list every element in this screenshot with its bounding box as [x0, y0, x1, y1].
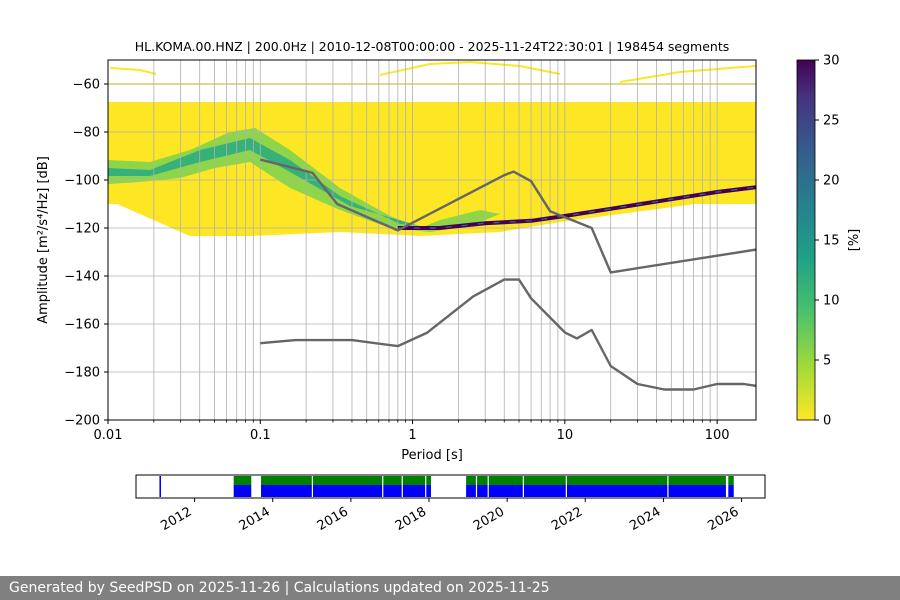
- coverage-gap: [487, 476, 489, 497]
- colorbar-tick-label: 30: [823, 54, 840, 69]
- colorbar-tick-label: 15: [823, 234, 840, 249]
- y-tick-label: −80: [73, 126, 100, 141]
- coverage-segment-blue: [261, 485, 431, 497]
- y-tick-label: −120: [64, 222, 100, 237]
- data-coverage-timeline: 2012 2014 2016 2018 2020 2022 2024 2026: [135, 474, 766, 534]
- coverage-gap: [425, 476, 427, 497]
- x-tick-label: 100: [705, 428, 730, 443]
- coverage-segment-green: [727, 476, 734, 485]
- x-tick-label: 0.01: [94, 428, 123, 443]
- y-axis: −200 −180 −160 −140 −120 −100 −80 −60: [64, 78, 108, 429]
- noise-model-lines: [260, 158, 756, 391]
- timeline-tick-label: 2022: [549, 504, 585, 534]
- x-tick-label: 10: [557, 428, 574, 443]
- coverage-segment-green: [261, 476, 431, 485]
- x-axis-label: Period [s]: [401, 448, 463, 463]
- low-noise-model-line: [260, 278, 756, 391]
- coverage-segment: [159, 476, 162, 497]
- chart-title: HL.KOMA.00.HNZ | 200.0Hz | 2010-12-08T00…: [135, 39, 730, 54]
- colorbar-tick-label: 5: [823, 354, 831, 369]
- plot-frame: [107, 59, 757, 421]
- coverage-gap: [565, 476, 567, 497]
- coverage-gap: [311, 476, 314, 497]
- timeline-coverage: [159, 476, 734, 497]
- colorbar-tick-label: 25: [823, 114, 840, 129]
- coverage-gap: [667, 476, 669, 497]
- timeline-tick-label: 2016: [315, 504, 351, 534]
- colorbar-tick-label: 20: [823, 174, 840, 189]
- colorbar-gradient: [796, 59, 816, 421]
- psd-figure: HL.KOMA.00.HNZ | 200.0Hz | 2010-12-08T00…: [36, 39, 862, 534]
- high-noise-model-line: [260, 158, 756, 274]
- coverage-segment-green: [233, 476, 252, 485]
- coverage-gap: [522, 476, 524, 497]
- timeline-tick-label: 2012: [158, 504, 194, 534]
- plot-area: [108, 60, 756, 420]
- colorbar: 0 5 10 15 20 25 30 [%]: [796, 54, 862, 429]
- coverage-segment-blue: [727, 485, 734, 497]
- colorbar-tick-label: 10: [823, 294, 840, 309]
- x-axis: 0.01 0.1 1 10 100: [94, 420, 730, 443]
- y-tick-label: −100: [64, 174, 100, 189]
- colorbar-label: [%]: [847, 229, 862, 252]
- y-tick-label: −200: [64, 414, 100, 429]
- y-tick-label: −140: [64, 270, 100, 285]
- y-axis-label: Amplitude [m²/s⁴/Hz] [dB]: [36, 156, 51, 324]
- footer: Generated by SeedPSD on 2025-11-26 | Cal…: [0, 576, 900, 600]
- coverage-gap: [382, 476, 384, 497]
- coverage-gap: [727, 476, 729, 497]
- colorbar-ticks: 0 5 10 15 20 25 30: [815, 54, 840, 429]
- coverage-gap: [475, 476, 478, 497]
- y-tick-label: −180: [64, 366, 100, 381]
- colorbar-tick-label: 0: [823, 414, 831, 429]
- coverage-segment-green: [466, 476, 726, 485]
- y-tick-label: −160: [64, 318, 100, 333]
- coverage-segment-blue: [466, 485, 726, 497]
- y-tick-label: −60: [73, 78, 100, 93]
- timeline-ticks: 2012 2014 2016 2018 2020 2022 2024 2026: [158, 498, 743, 534]
- coverage-gap: [255, 476, 257, 497]
- timeline-tick-label: 2026: [705, 504, 741, 534]
- timeline-tick-label: 2018: [393, 504, 429, 534]
- coverage-segment-blue: [233, 485, 252, 497]
- timeline-tick-label: 2020: [471, 504, 507, 534]
- ridge-peak-highlight: [397, 186, 756, 229]
- grid: [108, 60, 756, 420]
- x-tick-label: 0.1: [250, 428, 271, 443]
- timeline-tick-label: 2024: [627, 504, 663, 534]
- timeline-tick-label: 2014: [237, 504, 273, 534]
- coverage-gap: [401, 476, 403, 497]
- x-tick-label: 1: [408, 428, 416, 443]
